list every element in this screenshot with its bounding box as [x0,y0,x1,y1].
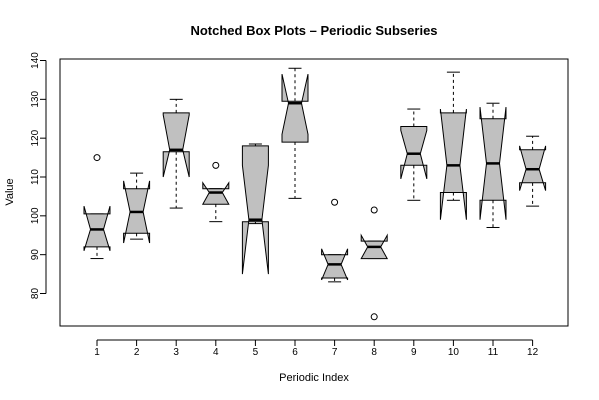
x-tick-label: 10 [448,347,460,358]
box-group [83,67,547,321]
x-tick-label: 5 [253,347,259,358]
y-tick-label: 90 [30,249,41,261]
x-tick-label: 4 [213,347,219,358]
y-tick-label: 130 [30,91,41,108]
x-tick-label: 12 [527,347,539,358]
box-1 [83,154,111,260]
x-tick-label: 8 [371,347,377,358]
y-axis: 80 90 100 110 120 130 140 [30,52,47,300]
y-axis-label: Value [4,178,16,205]
plot-frame [59,58,569,327]
box-9 [400,108,428,201]
chart-title: Notched Box Plots – Periodic Subseries [190,23,437,38]
notched-box [162,112,190,178]
y-tick-label: 140 [30,52,41,69]
box-2 [123,172,151,244]
x-tick-label: 9 [411,347,417,358]
outlier-point [370,206,378,214]
y-tick-label: 100 [30,207,41,224]
notched-box [281,73,309,143]
box-8 [360,206,389,321]
box-4 [201,161,230,223]
outlier-point [93,154,101,162]
box-7 [321,198,349,283]
x-tick-label: 11 [488,347,499,358]
x-axis-label: Periodic Index [279,372,349,384]
x-tick-label: 7 [332,347,338,358]
box-12 [519,135,547,207]
box-6 [281,67,309,199]
notched-box [241,145,269,275]
x-tick-label: 2 [134,347,140,358]
x-tick-label: 3 [173,347,179,358]
x-tick-label: 1 [94,347,100,358]
y-tick-label: 110 [30,169,41,185]
box-3 [162,98,190,209]
outlier-point [370,313,378,321]
y-tick-label: 80 [30,288,41,300]
y-tick-label: 120 [30,129,41,146]
x-axis: 1 2 3 4 5 6 7 8 9 10 11 12 [94,339,539,358]
x-tick-label: 6 [292,347,298,358]
outlier-point [331,198,339,206]
box-10 [439,71,467,220]
outlier-point [212,161,220,169]
box-11 [479,102,507,228]
box-5 [241,143,269,275]
